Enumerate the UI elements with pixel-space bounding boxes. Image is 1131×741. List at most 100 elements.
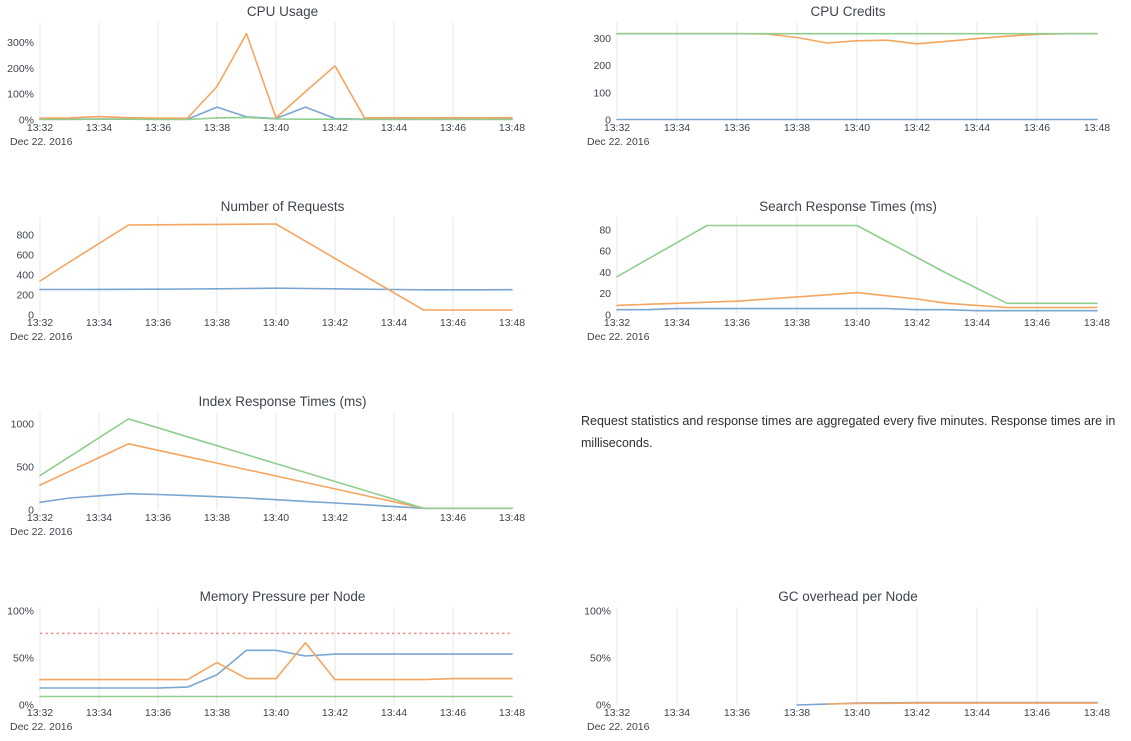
x-tick-label: 13:44 — [964, 122, 990, 134]
index-response-times-plot-area[interactable]: 0 500 1000 13:32 13:34 13:36 13:38 13:40 13:42 13… — [0, 410, 565, 542]
x-tick-label: 13:34 — [86, 122, 112, 134]
series-orange — [39, 223, 513, 311]
cell-index-response-times: Index Response Times (ms) 0 500 1000 13:32 1… — [0, 390, 565, 585]
x-tick-label: 13:40 — [844, 122, 870, 134]
cell-cpu-credits: CPU Credits 0 100 200 300 13:32 13:34 13:36 13:… — [565, 0, 1131, 195]
x-tick-label: 13:38 — [204, 512, 230, 524]
gc-overhead-plot-area[interactable]: 0% 50% 100% 13:32 13:34 13:36 13:38 13:40 13:42 1… — [565, 605, 1130, 737]
series-green — [39, 418, 513, 510]
number-of-requests-plot-area[interactable]: 0 200 400 600 800 13:32 13:34 13:36 13:38 13:40 13… — [0, 215, 565, 347]
search-response-times-plot-area[interactable]: 0 20 40 60 80 13:32 13:34 13:36 13:38 13:40 13:42 1… — [565, 215, 1130, 347]
y-tick-label: 0% — [596, 700, 611, 712]
y-tick-label: 0 — [605, 310, 611, 322]
y-tick-label: 0 — [605, 115, 611, 127]
cpu-credits-plot-area[interactable]: 0 100 200 300 13:32 13:34 13:36 13:38 13:40 13:42… — [565, 20, 1130, 152]
x-tick-label: 13:48 — [499, 512, 525, 524]
series-orange — [826, 702, 1098, 705]
x-tick-label: 13:38 — [784, 317, 810, 329]
x-tick-label: 13:36 — [724, 122, 750, 134]
x-tick-label: 13:32 — [27, 317, 53, 329]
cpu-usage-plot-area[interactable]: 0% 100% 200% 300% 13:32 13:34 13:36 13:38 13:40 1… — [0, 20, 565, 152]
date-label: Dec 22. 2016 — [10, 721, 73, 733]
y-tick-label: 0% — [19, 115, 34, 127]
chart-title: GC overhead per Node — [778, 589, 918, 604]
y-tick-label: 200% — [7, 63, 34, 75]
chart-title: CPU Usage — [246, 4, 319, 19]
x-tick-label: 13:44 — [381, 122, 407, 134]
x-tick-label: 13:48 — [1084, 317, 1110, 329]
x-tick-label: 13:32 — [604, 122, 630, 134]
x-tick-label: 13:48 — [499, 707, 525, 719]
y-tick-label: 100 — [593, 87, 611, 99]
x-tick-label: 13:48 — [1084, 122, 1110, 134]
x-tick-label: 13:36 — [724, 707, 750, 719]
x-tick-label: 13:42 — [322, 512, 348, 524]
cell-note: Request statistics and response times ar… — [565, 390, 1131, 585]
y-tick-label: 500 — [16, 462, 34, 474]
chart-title: CPU Credits — [810, 4, 886, 19]
x-tick-label: 13:42 — [322, 317, 348, 329]
series-orange — [616, 291, 1098, 309]
cell-cpu-usage: CPU Usage 0% 100% 200% 300% 13:32 13:34 13:36 1… — [0, 0, 565, 195]
x-tick-label: 13:38 — [784, 122, 810, 134]
chart-cpu-credits: CPU Credits 0 100 200 300 13:32 13:34 13:36 13:… — [565, 3, 1131, 152]
chart-index-response-times: Index Response Times (ms) 0 500 1000 13:32 1… — [0, 393, 565, 542]
y-tick-label: 50% — [590, 652, 611, 664]
x-tick-label: 13:42 — [322, 707, 348, 719]
series-green — [39, 116, 513, 121]
y-tick-label: 0% — [19, 700, 34, 712]
series-green — [616, 224, 1098, 305]
x-tick-label: 13:36 — [145, 512, 171, 524]
y-tick-label: 0 — [28, 310, 34, 322]
x-tick-label: 13:32 — [604, 707, 630, 719]
y-tick-label: 40 — [599, 267, 611, 279]
y-tick-label: 300 — [593, 33, 611, 45]
cell-gc-overhead: GC overhead per Node 0% 50% 100% 13:32 13:34… — [565, 585, 1131, 741]
x-tick-label: 13:40 — [844, 707, 870, 719]
date-label: Dec 22. 2016 — [10, 331, 73, 343]
x-tick-label: 13:44 — [964, 317, 990, 329]
date-label: Dec 22. 2016 — [10, 136, 73, 148]
x-tick-label: 13:40 — [263, 707, 289, 719]
x-tick-label: 13:42 — [322, 122, 348, 134]
x-tick-label: 13:38 — [784, 707, 810, 719]
series-orange — [616, 32, 1098, 45]
x-tick-label: 13:32 — [27, 122, 53, 134]
x-tick-label: 13:40 — [263, 512, 289, 524]
chart-title: Memory Pressure per Node — [199, 589, 366, 604]
y-tick-label: 20 — [599, 288, 611, 300]
y-tick-label: 200 — [593, 60, 611, 72]
date-label: Dec 22. 2016 — [10, 526, 73, 538]
x-tick-label: 13:32 — [27, 512, 53, 524]
date-label: Dec 22. 2016 — [587, 721, 650, 733]
date-label: Dec 22. 2016 — [587, 136, 650, 148]
x-tick-label: 13:36 — [724, 317, 750, 329]
y-tick-label: 600 — [16, 250, 34, 262]
x-tick-label: 13:34 — [86, 707, 112, 719]
y-tick-label: 100% — [584, 605, 611, 617]
x-tick-label: 13:38 — [204, 317, 230, 329]
x-tick-label: 13:44 — [381, 512, 407, 524]
x-tick-label: 13:46 — [1024, 317, 1050, 329]
chart-gc-overhead: GC overhead per Node 0% 50% 100% 13:32 13:34… — [565, 588, 1131, 737]
x-tick-label: 13:46 — [1024, 707, 1050, 719]
x-tick-label: 13:46 — [440, 317, 466, 329]
y-tick-label: 80 — [599, 224, 611, 236]
chart-memory-pressure: Memory Pressure per Node 0% 50% 100% 13:32 1… — [0, 588, 565, 737]
x-tick-label: 13:46 — [440, 512, 466, 524]
x-tick-label: 13:42 — [904, 317, 930, 329]
x-tick-label: 13:34 — [86, 512, 112, 524]
x-tick-label: 13:44 — [381, 707, 407, 719]
cell-number-of-requests: Number of Requests 0 200 400 600 800 13:32 13:… — [0, 195, 565, 390]
series-blue — [39, 649, 513, 689]
x-tick-label: 13:46 — [440, 122, 466, 134]
x-tick-label: 13:40 — [263, 122, 289, 134]
x-tick-label: 13:32 — [604, 317, 630, 329]
x-tick-label: 13:34 — [664, 122, 690, 134]
y-tick-label: 100% — [7, 89, 34, 101]
memory-pressure-plot-area[interactable]: 0% 50% 100% 13:32 13:34 13:36 13:38 13:40 13:42 1… — [0, 605, 565, 737]
aggregation-note-text: Request statistics and response times ar… — [581, 414, 1116, 450]
x-tick-label: 13:48 — [1084, 707, 1110, 719]
y-tick-label: 300% — [7, 37, 34, 49]
x-tick-label: 13:40 — [844, 317, 870, 329]
